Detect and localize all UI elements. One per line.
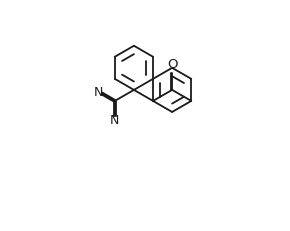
Text: N: N bbox=[94, 86, 103, 99]
Text: N: N bbox=[110, 114, 119, 127]
Text: O: O bbox=[167, 58, 177, 71]
